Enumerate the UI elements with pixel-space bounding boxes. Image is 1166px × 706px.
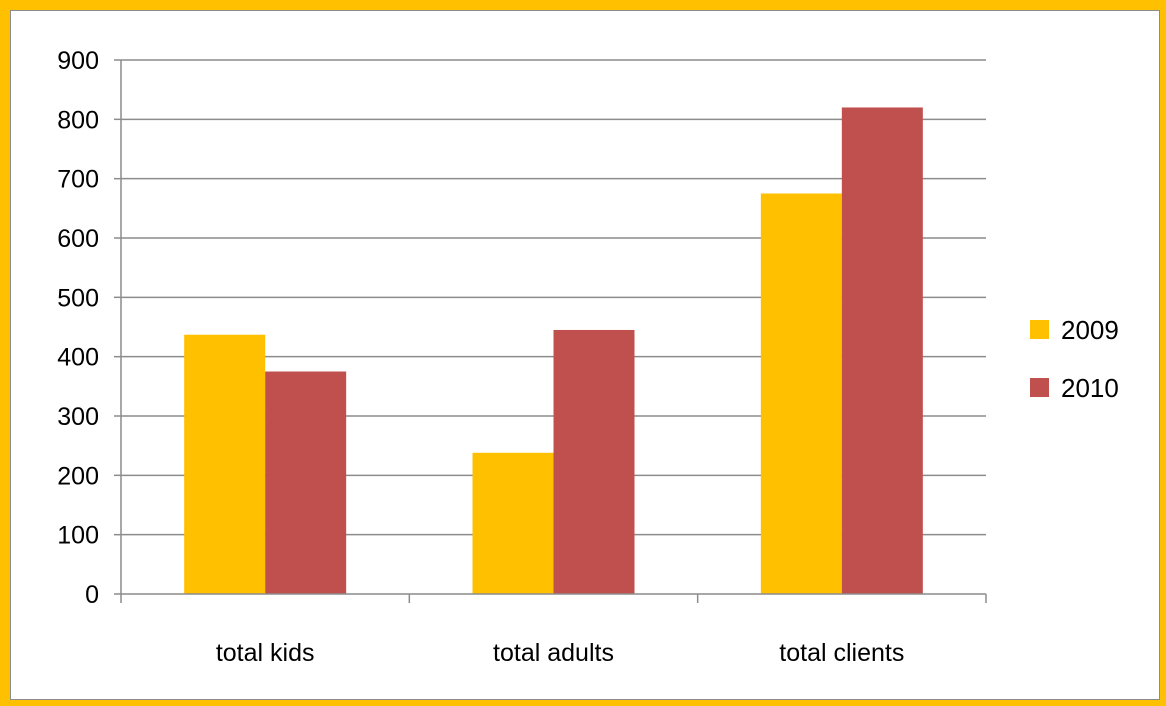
y-tick-label: 300 (57, 403, 99, 431)
x-axis-labels: total kids total adults total clients (216, 639, 905, 667)
legend: 2009 2010 (1030, 315, 1119, 403)
y-tick-label: 400 (57, 344, 99, 372)
legend-swatch-2009 (1030, 320, 1049, 339)
bar-2009-total-clients (760, 193, 842, 594)
y-tick-label: 100 (57, 522, 99, 550)
x-tick-label: total kids (216, 639, 315, 667)
legend-swatch-2010 (1030, 378, 1049, 397)
x-tick-label: total adults (493, 639, 614, 667)
y-tick-label: 200 (57, 462, 99, 490)
y-tick-label: 500 (57, 284, 99, 312)
y-tick-label: 800 (57, 106, 99, 134)
x-tick-label: total clients (779, 639, 904, 667)
y-tick-label: 600 (57, 225, 99, 253)
bar-2009-total-adults (472, 452, 554, 594)
y-axis-ticks: 0 100 200 300 400 500 600 700 800 900 (57, 47, 121, 609)
bar-2010-total-kids (265, 371, 347, 594)
legend-label-2010: 2010 (1061, 373, 1119, 403)
chart-area: 0 100 200 300 400 500 600 700 800 900 total kids t… (10, 10, 1160, 700)
bar-2009-total-kids (184, 334, 266, 594)
y-tick-label: 900 (57, 47, 99, 75)
axes (120, 60, 987, 603)
bars (184, 107, 923, 594)
bar-2010-total-clients (841, 107, 923, 594)
y-tick-label: 700 (57, 166, 99, 194)
legend-label-2009: 2009 (1061, 315, 1119, 345)
y-tick-label: 0 (85, 581, 99, 609)
bar-2010-total-adults (553, 329, 635, 594)
